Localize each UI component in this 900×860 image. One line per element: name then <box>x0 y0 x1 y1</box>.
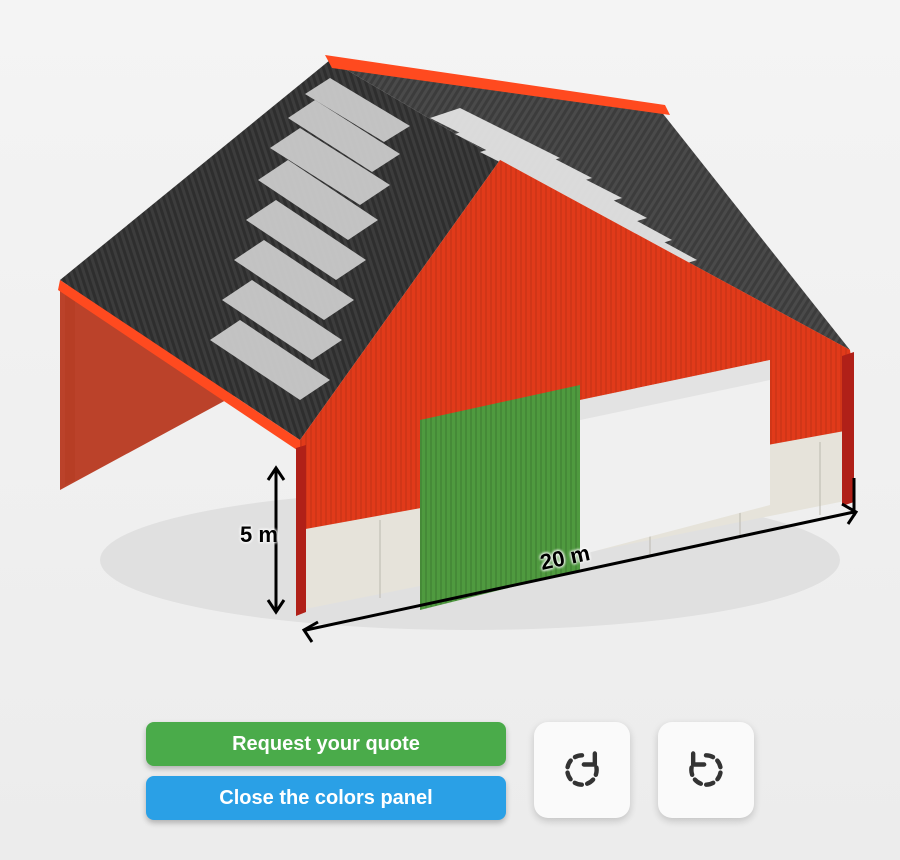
configurator-stage: 5 m 20 m Request your quote Close the co… <box>0 0 900 860</box>
building-3d-view[interactable] <box>0 0 900 700</box>
request-quote-button[interactable]: Request your quote <box>146 722 506 766</box>
close-colors-button[interactable]: Close the colors panel <box>146 776 506 820</box>
corner-post-left <box>296 445 306 616</box>
rotate-ccw-button[interactable] <box>658 722 754 818</box>
corner-post-right <box>842 352 854 506</box>
rotate-cw-icon <box>560 748 604 792</box>
action-buttons: Request your quote Close the colors pane… <box>146 722 506 820</box>
rotate-ccw-icon <box>684 748 728 792</box>
controls-bar: Request your quote Close the colors pane… <box>0 722 900 820</box>
dimension-height-label: 5 m <box>240 522 278 548</box>
rotate-cw-button[interactable] <box>534 722 630 818</box>
